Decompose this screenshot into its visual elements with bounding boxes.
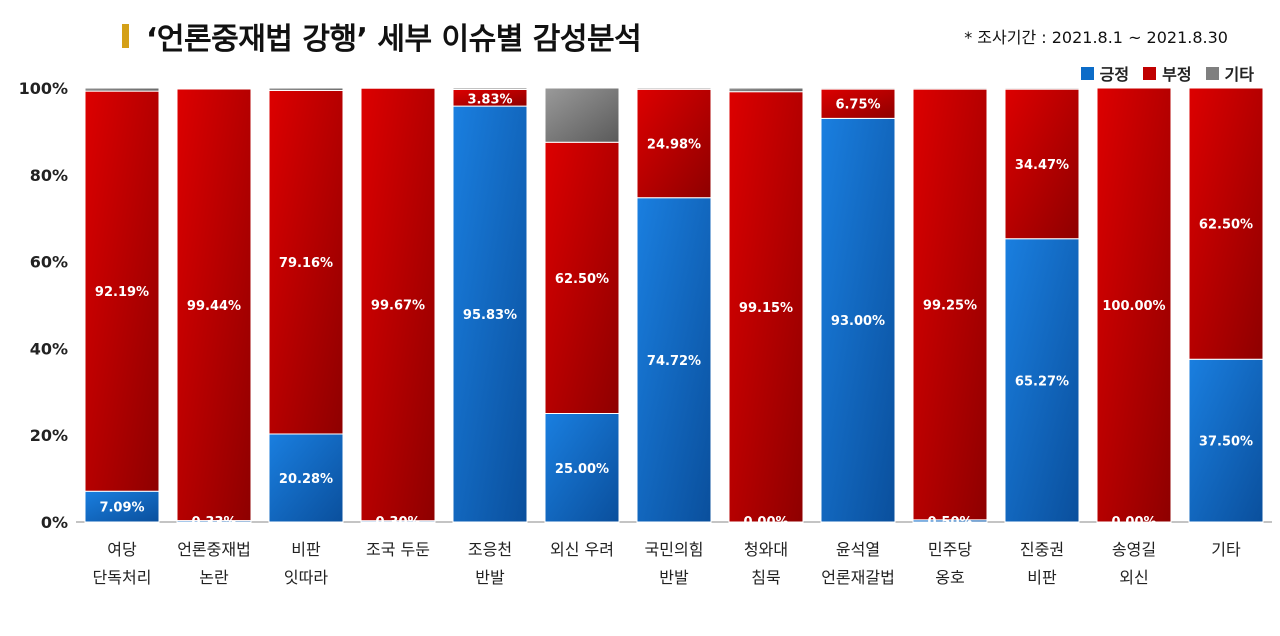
bar-other bbox=[452, 87, 528, 90]
legend: 긍정 부정 기타 bbox=[1080, 61, 1254, 85]
value-label-positive: 93.00% bbox=[831, 314, 885, 329]
legend-swatch-positive bbox=[1080, 66, 1094, 80]
x-category-label: 기타 bbox=[1211, 540, 1241, 559]
bar-positive bbox=[544, 413, 620, 523]
bar-other bbox=[268, 87, 344, 91]
legend-item-positive: 긍정 bbox=[1080, 61, 1130, 85]
value-label-negative: 100.00% bbox=[1102, 299, 1165, 314]
bar-positive bbox=[820, 117, 896, 523]
value-label-negative: 79.16% bbox=[279, 256, 333, 271]
x-category-label: 반발 bbox=[475, 568, 505, 587]
value-label-positive: 0.00% bbox=[743, 515, 788, 530]
bar-other bbox=[820, 87, 896, 90]
value-label-positive: 37.50% bbox=[1199, 435, 1253, 450]
bar-negative bbox=[84, 90, 160, 492]
bar-negative bbox=[1096, 87, 1172, 523]
x-category-label: 송영길 bbox=[1112, 540, 1156, 559]
bar-other bbox=[728, 87, 804, 93]
x-category-label: 진중권 bbox=[1020, 540, 1064, 559]
bar-negative bbox=[544, 141, 620, 414]
bar-negative bbox=[912, 88, 988, 521]
x-category-label: 윤석열 bbox=[836, 540, 880, 559]
legend-label-negative: 부정 bbox=[1162, 65, 1192, 84]
value-label-positive: 0.30% bbox=[375, 515, 420, 530]
x-category-label: 청와대 bbox=[744, 540, 788, 559]
value-label-negative: 99.67% bbox=[371, 298, 425, 313]
legend-item-negative: 부정 bbox=[1143, 61, 1192, 85]
bar-other bbox=[84, 87, 160, 92]
x-category-label: 반발 bbox=[659, 568, 689, 587]
bar-positive bbox=[452, 105, 528, 523]
x-category-label: 비판 bbox=[291, 540, 321, 559]
x-category-label: 비판 bbox=[1027, 568, 1057, 587]
x-category-label: 언론중재법 bbox=[177, 540, 251, 559]
x-category-label: 외신 bbox=[1119, 568, 1148, 587]
value-label-negative: 62.50% bbox=[555, 272, 609, 287]
y-tick-label: 60% bbox=[30, 253, 68, 272]
x-category-label: 잇따라 bbox=[284, 568, 328, 587]
bar-positive bbox=[636, 197, 712, 523]
bar-other bbox=[176, 87, 252, 90]
y-tick-label: 100% bbox=[19, 79, 68, 98]
x-category-label: 언론재갈법 bbox=[821, 568, 895, 587]
value-label-negative: 34.47% bbox=[1015, 158, 1069, 173]
value-label-negative: 99.25% bbox=[923, 298, 977, 313]
bar-other bbox=[1004, 87, 1080, 90]
y-tick-label: 0% bbox=[41, 513, 68, 532]
x-category-label: 국민의힘 bbox=[645, 540, 704, 559]
legend-label-other: 기타 bbox=[1224, 65, 1254, 84]
bar-other bbox=[912, 87, 988, 90]
survey-period: * 조사기간 : 2021.8.1 ~ 2021.8.30 bbox=[964, 28, 1228, 47]
bar-positive bbox=[84, 490, 160, 523]
bar-negative bbox=[636, 88, 712, 199]
value-label-negative: 99.15% bbox=[739, 301, 793, 316]
bar-negative bbox=[1188, 87, 1264, 360]
x-category-label: 옹호 bbox=[935, 568, 964, 587]
value-label-positive: 7.09% bbox=[99, 501, 144, 516]
bar-positive bbox=[1188, 358, 1264, 523]
x-category-label: 외신 우려 bbox=[550, 540, 614, 559]
value-label-positive: 0.50% bbox=[927, 515, 972, 530]
value-label-negative: 3.83% bbox=[467, 92, 512, 107]
bar-other bbox=[544, 87, 620, 143]
value-label-positive: 65.27% bbox=[1015, 374, 1069, 389]
legend-swatch-negative bbox=[1143, 66, 1157, 80]
y-tick-label: 20% bbox=[30, 426, 68, 445]
value-label-positive: 74.72% bbox=[647, 354, 701, 369]
value-label-negative: 6.75% bbox=[835, 98, 880, 113]
bar-negative bbox=[176, 88, 252, 522]
value-label-negative: 99.44% bbox=[187, 299, 241, 314]
value-label-positive: 25.00% bbox=[555, 462, 609, 477]
chart-title: ‘언론중재법 강행’ 세부 이슈별 감성분석 bbox=[146, 22, 642, 57]
x-category-label: 여당 bbox=[107, 540, 137, 559]
legend-item-other: 기타 bbox=[1205, 61, 1254, 85]
value-label-negative: 24.98% bbox=[647, 138, 701, 153]
value-label-positive: 0.33% bbox=[191, 515, 236, 530]
x-category-label: 조국 두둔 bbox=[366, 540, 430, 559]
bar-positive bbox=[268, 433, 344, 523]
x-category-label: 민주당 bbox=[928, 540, 972, 559]
value-label-positive: 0.00% bbox=[1111, 515, 1156, 530]
value-label-positive: 20.28% bbox=[279, 472, 333, 487]
y-tick-label: 80% bbox=[30, 166, 68, 185]
x-category-label: 논란 bbox=[199, 568, 229, 587]
bar-other bbox=[636, 87, 712, 90]
value-label-positive: 95.83% bbox=[463, 308, 517, 323]
legend-swatch-other bbox=[1205, 66, 1219, 80]
bar-positive bbox=[1004, 238, 1080, 523]
x-category-label: 단독처리 bbox=[93, 568, 152, 587]
legend-label-positive: 긍정 bbox=[1099, 65, 1130, 84]
value-label-negative: 62.50% bbox=[1199, 218, 1253, 233]
x-category-label: 조응천 bbox=[468, 540, 512, 559]
value-label-negative: 92.19% bbox=[95, 285, 149, 300]
y-tick-label: 40% bbox=[30, 339, 68, 358]
title-marker bbox=[122, 24, 129, 48]
bar-negative bbox=[820, 88, 896, 119]
bar-negative bbox=[1004, 88, 1080, 240]
bar-negative bbox=[728, 91, 804, 523]
x-category-label: 침묵 bbox=[751, 568, 780, 587]
